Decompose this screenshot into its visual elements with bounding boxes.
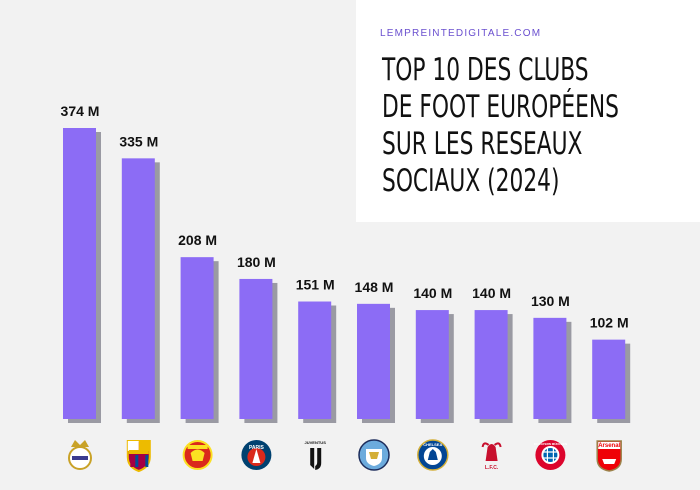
bar-juventus	[298, 301, 332, 419]
value-label: 140 M	[413, 285, 452, 301]
logo-text: JUVENTUS	[305, 440, 327, 445]
juventus-logo-icon: JUVENTUS	[305, 440, 327, 470]
bar-manchester-united	[180, 257, 214, 419]
site-name: LEMPREINTEDIGITALE.COM	[380, 28, 542, 39]
bar-bayern-munich	[533, 317, 567, 419]
bar-paris-saint-germain	[239, 278, 273, 419]
logo-text: L.F.C.	[485, 465, 499, 471]
fc-barcelona-logo-icon	[126, 440, 151, 473]
title-panel: LEMPREINTEDIGITALE.COM TOP 10 DES CLUBS …	[356, 0, 700, 222]
title-line: TOP 10 DES CLUBS	[382, 52, 589, 88]
value-label: 102 M	[590, 315, 629, 331]
bar-manchester-city	[357, 303, 390, 419]
value-label: 140 M	[472, 285, 511, 301]
logo-text: FC BAYERN MÜNCHEN	[534, 441, 567, 446]
logo-text: CHELSEA	[423, 442, 442, 447]
bar-real-madrid	[63, 128, 96, 419]
title-line: DE FOOT EUROPÉENS	[382, 89, 619, 125]
value-label: 335 M	[119, 133, 158, 149]
chart-title: TOP 10 DES CLUBS DE FOOT EUROPÉENS SUR L…	[382, 52, 630, 200]
bayern-munich-logo-icon: FC BAYERN MÜNCHEN	[534, 440, 567, 470]
logo-text: Arsenal	[598, 443, 620, 449]
value-label: 151 M	[296, 277, 335, 293]
value-label: 180 M	[237, 254, 276, 270]
bar-liverpool	[474, 310, 508, 419]
bar-arsenal	[592, 339, 626, 419]
chelsea-logo-icon: CHELSEA	[417, 439, 449, 471]
liverpool-logo-icon: L.F.C.	[481, 442, 502, 471]
logo-text: PARIS	[249, 445, 265, 451]
arsenal-logo-icon: Arsenal	[596, 440, 622, 472]
real-madrid-logo-icon	[68, 440, 92, 470]
bar-chelsea	[415, 310, 449, 419]
manchester-united-logo-icon	[182, 440, 213, 470]
manchester-city-logo-icon	[358, 439, 390, 471]
title-line: SOCIAUX (2024)	[382, 163, 560, 199]
paris-saint-germain-logo-icon: PARIS	[241, 440, 272, 470]
value-label: 374 M	[61, 103, 100, 119]
value-label: 148 M	[355, 279, 394, 295]
bar-fc-barcelona	[121, 158, 155, 420]
title-line: SUR LES RESEAUX	[382, 126, 583, 162]
value-label: 130 M	[531, 293, 570, 309]
value-label: 208 M	[178, 232, 217, 248]
